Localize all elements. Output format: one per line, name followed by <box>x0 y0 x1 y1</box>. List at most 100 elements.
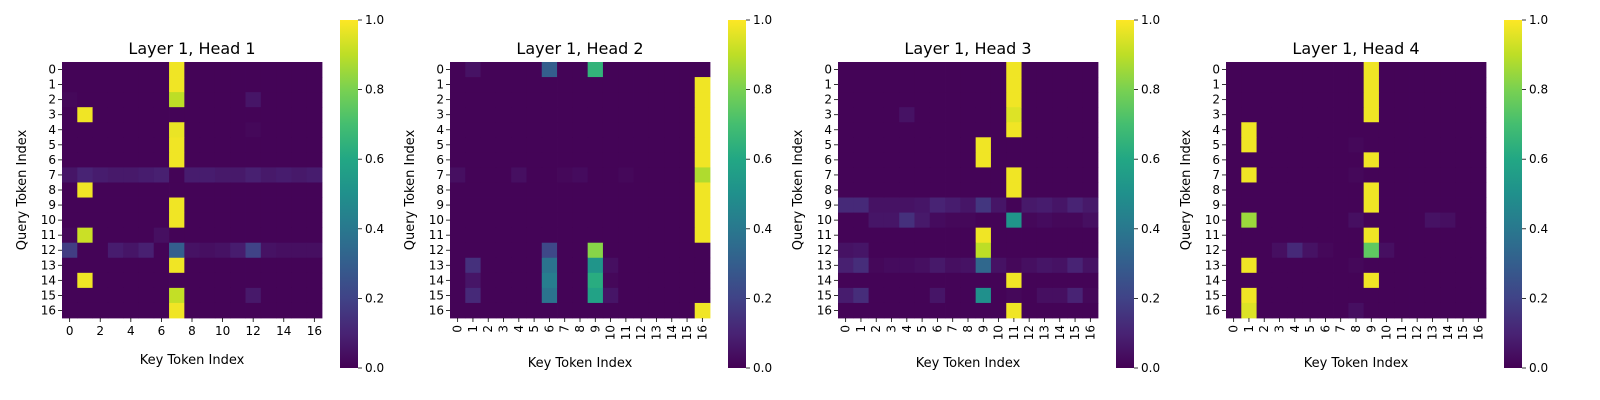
y-tick-label: 6 <box>48 153 56 167</box>
heatmap-cell <box>450 137 466 153</box>
heatmap-cell <box>1348 122 1365 138</box>
heatmap-cell <box>1036 77 1053 93</box>
heatmap-cell <box>153 242 170 259</box>
heatmap-cell <box>1440 77 1456 93</box>
heatmap-cell <box>868 137 885 153</box>
heatmap-cell <box>480 197 497 213</box>
x-axis-label: Key Token Index <box>140 353 245 368</box>
heatmap-cell <box>960 77 977 93</box>
heatmap-cell <box>291 242 308 259</box>
heatmap-cell <box>572 242 589 259</box>
heatmap-cell <box>975 272 992 289</box>
heatmap-cell <box>1333 197 1349 213</box>
heatmap-cell <box>1271 302 1288 319</box>
heatmap-cell <box>929 302 946 319</box>
heatmap-cell <box>541 137 558 153</box>
heatmap-cell <box>633 152 650 168</box>
heatmap-cell <box>480 227 497 244</box>
heatmap-cell <box>511 152 527 168</box>
heatmap-cell <box>1256 227 1273 244</box>
y-tick-label: 0 <box>436 63 444 77</box>
heatmap-cell <box>1021 62 1038 78</box>
heatmap-cell <box>883 257 900 274</box>
heatmap-cell <box>1067 107 1084 123</box>
heatmap-cell <box>557 257 573 274</box>
heatmap-cell <box>306 212 323 229</box>
heatmap-cell <box>883 107 900 123</box>
heatmap-cell <box>1455 242 1472 259</box>
heatmap-cell <box>245 302 262 319</box>
heatmap-cell <box>694 62 711 78</box>
heatmap-cell <box>138 167 155 183</box>
heatmap-cell <box>1021 212 1038 229</box>
heatmap-cell <box>169 212 185 229</box>
heatmap-cell <box>511 122 527 138</box>
heatmap-cell <box>1287 152 1303 168</box>
heatmap-cell <box>1348 227 1365 244</box>
heatmap-cell <box>214 167 231 183</box>
heatmap-cell <box>511 287 527 304</box>
colorbar-tick-label: 1.0 <box>365 13 384 27</box>
heatmap-cell <box>868 287 885 304</box>
heatmap-cell <box>1440 197 1456 213</box>
heatmap-cell <box>602 167 619 183</box>
heatmap-cell <box>511 302 527 319</box>
colorbar-tick-label: 0.6 <box>753 152 772 166</box>
y-tick-label: 10 <box>817 213 832 227</box>
heatmap-cell <box>1271 257 1288 274</box>
x-tick-label: 2 <box>1257 325 1271 333</box>
heatmap-cell <box>572 257 589 274</box>
heatmap-cell <box>1256 242 1273 259</box>
heatmap-cell <box>169 272 185 289</box>
heatmap-cell <box>868 212 885 229</box>
heatmap-cell <box>1440 107 1456 123</box>
heatmap-cell <box>260 92 277 108</box>
heatmap-cell <box>107 212 124 229</box>
heatmap-cell <box>450 272 466 289</box>
heatmap-cell <box>62 287 78 304</box>
heatmap-cell <box>107 137 124 153</box>
heatmap-cell <box>541 152 558 168</box>
heatmap-cell <box>1470 77 1487 93</box>
heatmap-cell <box>169 92 185 108</box>
y-tick-label: 12 <box>41 243 56 257</box>
heatmap-cell <box>1082 302 1099 319</box>
heatmap-cell <box>975 107 992 123</box>
heatmap-cell <box>1021 167 1038 183</box>
heatmap-cell <box>1052 257 1068 274</box>
x-tick-label: 4 <box>900 325 914 333</box>
heatmap-cell <box>276 77 292 93</box>
heatmap-cell <box>1363 182 1380 198</box>
heatmap-cell <box>291 62 308 78</box>
heatmap-cell <box>694 257 711 274</box>
heatmap-cell <box>495 62 512 78</box>
heatmap-cell <box>1440 62 1456 78</box>
x-tick-label: 8 <box>961 325 975 333</box>
heatmap-cell <box>1241 77 1257 93</box>
y-tick-label: 11 <box>429 228 444 242</box>
heatmap-cell <box>92 92 109 108</box>
heatmap-cell <box>276 182 292 198</box>
heatmap-cell <box>1363 152 1380 168</box>
heatmap-cell <box>1333 257 1349 274</box>
heatmap-cell <box>1271 152 1288 168</box>
heatmap-cell <box>1226 182 1242 198</box>
heatmap-cell <box>679 182 696 198</box>
heatmap-cell <box>169 77 185 93</box>
heatmap-cell <box>602 242 619 259</box>
heatmap-cell <box>1302 212 1319 229</box>
heatmap-cell <box>260 62 277 78</box>
heatmap-cell <box>276 122 292 138</box>
heatmap-cell <box>62 62 78 78</box>
heatmap-cell <box>1271 107 1288 123</box>
heatmap-cell <box>557 242 573 259</box>
heatmap-cell <box>245 287 262 304</box>
heatmap-cell <box>914 122 931 138</box>
heatmap-cell <box>1363 122 1380 138</box>
heatmap-cell <box>1302 122 1319 138</box>
y-tick-label: 16 <box>1205 303 1220 317</box>
heatmap-cell <box>291 77 308 93</box>
heatmap-cell <box>1363 302 1380 319</box>
heatmap-cell <box>557 287 573 304</box>
heatmap-cell <box>868 257 885 274</box>
